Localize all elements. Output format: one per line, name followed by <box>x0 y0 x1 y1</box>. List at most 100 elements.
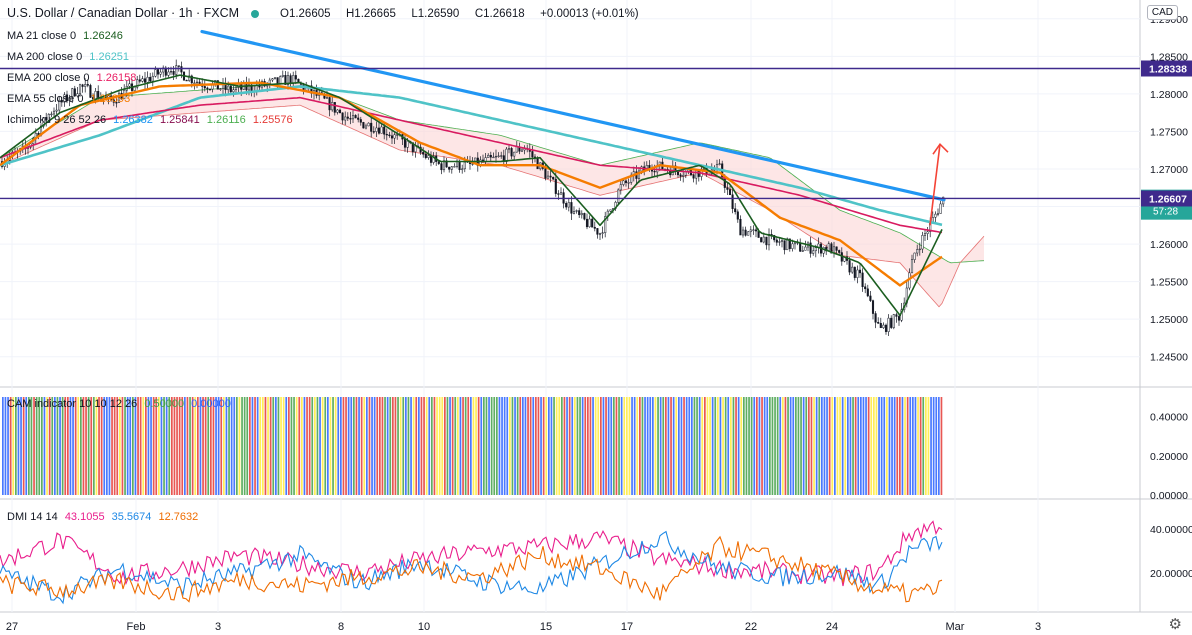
cam-bar <box>376 397 379 495</box>
candle-body <box>754 229 758 232</box>
currency-badge[interactable]: CAD <box>1146 5 1178 20</box>
cam-bar <box>795 397 797 495</box>
candle-body <box>726 187 729 190</box>
candle-body <box>359 119 362 123</box>
cam-bar <box>540 397 542 495</box>
cam-bar <box>607 397 610 495</box>
candle-body <box>390 135 394 139</box>
cam-bar <box>197 397 199 495</box>
candle-body <box>487 154 490 158</box>
legend-ma200[interactable]: MA 200 close 0 1.26251 <box>7 51 129 63</box>
candle-body <box>141 78 144 82</box>
cam-bar <box>366 397 368 495</box>
candle-body <box>268 79 271 84</box>
legend-ichimoku[interactable]: Ichimoku 9 26 52 26 1.26382 1.25841 1.26… <box>7 114 293 126</box>
cam-bar <box>407 397 410 495</box>
candle-body <box>934 213 937 218</box>
candle-body <box>812 250 815 254</box>
cam-bar <box>756 397 758 495</box>
dmi-tick-label: 20.00000 <box>1150 568 1192 580</box>
cam-tick-label: 0.40000 <box>1150 412 1188 424</box>
cam-bar <box>41 397 43 495</box>
candle-body <box>396 134 399 136</box>
candle-body <box>128 83 131 87</box>
candle-body <box>154 69 157 77</box>
cam-bar <box>324 397 327 495</box>
support-price-label: 1.26607 <box>1149 193 1187 205</box>
low-value: L1.26590 <box>411 8 460 20</box>
legend-ema200[interactable]: EMA 200 close 0 1.26158 <box>7 72 136 84</box>
cam-bar <box>56 397 59 495</box>
price-tick-label: 1.27000 <box>1150 164 1188 176</box>
chart-title: U.S. Dollar / Canadian Dollar · 1h · FXC… <box>7 6 240 20</box>
cam-bar <box>490 397 493 495</box>
dmi-series-plus-di <box>0 520 943 587</box>
cam-bar <box>103 397 106 495</box>
legend-ma21[interactable]: MA 21 close 0 1.26246 <box>7 30 123 42</box>
cam-bar <box>210 397 212 495</box>
candle-body <box>762 236 765 243</box>
cam-bar <box>111 397 113 495</box>
cam-bar <box>43 397 46 495</box>
candle-body <box>68 97 71 101</box>
cam-bar <box>610 397 613 495</box>
legend-ema55[interactable]: EMA 55 close 0 1.25893 <box>7 93 130 105</box>
legend-ichimoku-value-4: 1.25576 <box>252 114 293 126</box>
candle-body <box>375 127 378 132</box>
cam-bar <box>714 397 717 495</box>
cam-bar <box>865 397 867 495</box>
cam-bar <box>87 397 90 495</box>
cam-bar <box>529 397 532 495</box>
cam-bar <box>98 397 100 495</box>
cam-bar <box>163 397 165 495</box>
cam-tick-label: 0.20000 <box>1150 451 1188 463</box>
candle-body <box>793 242 797 245</box>
cam-bar <box>152 397 155 495</box>
cam-bar <box>280 397 282 495</box>
cam-bar <box>587 397 589 495</box>
cam-bar <box>485 397 488 495</box>
time-tick-label: 24 <box>826 621 838 633</box>
cam-bar <box>639 397 641 495</box>
cam-bar <box>132 397 134 495</box>
price-tick-label: 1.24500 <box>1150 352 1188 364</box>
cam-bar <box>589 397 592 495</box>
cam-bar <box>246 397 249 495</box>
high-value: H1.26665 <box>346 8 396 20</box>
cam-bar <box>61 397 64 495</box>
cam-bar <box>524 397 527 495</box>
candle-body <box>890 317 893 328</box>
cam-bar <box>498 397 501 495</box>
cam-bar <box>896 397 899 495</box>
legend-cam-v2: 0.00000 <box>191 398 231 410</box>
cam-bar <box>568 397 571 495</box>
cam-bar <box>454 397 457 495</box>
cam-bar <box>727 397 730 495</box>
candle-body <box>346 116 349 119</box>
cam-bar <box>784 397 787 495</box>
candle-body <box>505 148 508 162</box>
cam-bar <box>758 397 761 495</box>
cam-bar <box>306 397 308 495</box>
cam-bar <box>511 397 514 495</box>
legend-dmi[interactable]: DMI 14 14 43.1055 35.5674 12.7632 <box>7 511 198 523</box>
ema200-line <box>0 96 943 234</box>
cam-bar <box>618 397 620 495</box>
legend-dmi-label: DMI 14 14 <box>7 511 58 523</box>
candle-body <box>557 193 560 195</box>
cam-bar <box>412 397 415 495</box>
cam-bar <box>410 397 412 495</box>
candle-body <box>377 127 381 134</box>
cam-bar <box>925 397 927 495</box>
time-tick-label: 10 <box>418 621 430 633</box>
projection-arrow-shaft <box>929 144 941 226</box>
cam-bar <box>350 397 353 495</box>
settings-gear-icon[interactable]: ⚙ <box>1168 616 1182 633</box>
cam-bar <box>405 397 407 495</box>
candle-body <box>55 109 58 112</box>
legend-ma21-label: MA 21 close 0 <box>7 30 77 42</box>
legend-cam[interactable]: CAM indicator 10 10 12 26 0.50000 0.0000… <box>7 398 231 410</box>
cam-bars-group <box>2 397 943 495</box>
cam-bar <box>685 397 688 495</box>
